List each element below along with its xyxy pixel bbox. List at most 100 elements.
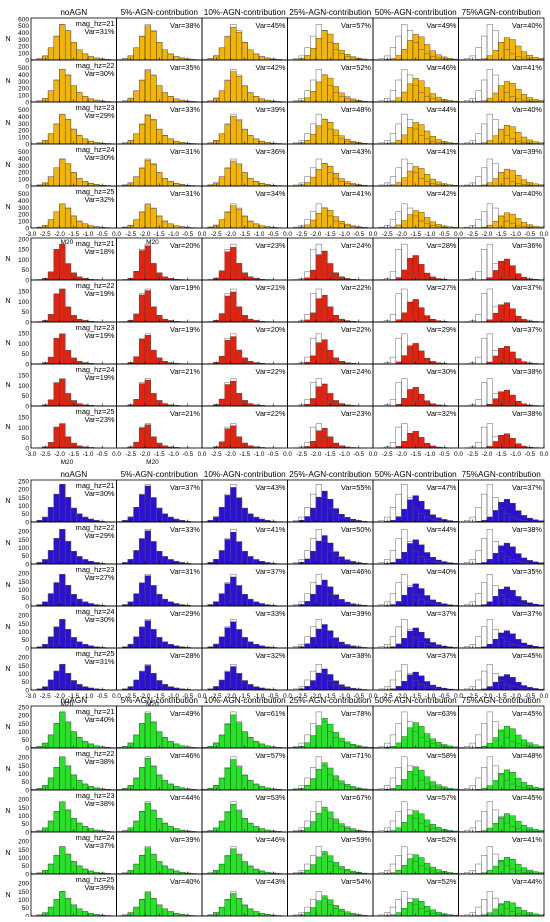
- filled-histogram-bar: [139, 37, 145, 60]
- filled-histogram-bar: [407, 587, 413, 606]
- filled-histogram-bar: [345, 687, 351, 690]
- filled-histogram-bar: [71, 42, 77, 60]
- y-axis-label: N: [5, 382, 10, 389]
- x-tick-label: -1.0: [168, 231, 179, 238]
- y-tick-label: 100: [18, 93, 29, 100]
- filled-histogram-bar: [168, 96, 174, 102]
- reference-histogram-bar: [487, 379, 493, 406]
- y-tick-label: 200: [18, 881, 29, 888]
- variance-label: Var=35%: [170, 63, 200, 72]
- filled-histogram-bar: [333, 905, 339, 916]
- variance-label: Var=40%: [512, 189, 542, 198]
- variance-label: Var=19%: [84, 331, 114, 340]
- y-tick-label: 0: [25, 519, 29, 526]
- y-tick-label: 400: [18, 30, 29, 37]
- filled-histogram-bar: [88, 57, 94, 60]
- x-axis-label: M20: [146, 239, 159, 246]
- filled-histogram-bar: [430, 910, 436, 916]
- filled-histogram-bar: [236, 307, 242, 322]
- filled-histogram-bar: [424, 174, 430, 186]
- filled-histogram-bar: [305, 644, 311, 648]
- filled-histogram-bar: [322, 807, 328, 832]
- filled-histogram-bar: [396, 913, 402, 916]
- filled-histogram-bar: [248, 361, 254, 364]
- variance-label: Var=19%: [84, 289, 114, 298]
- filled-histogram-bar: [174, 561, 180, 564]
- filled-histogram-bar: [493, 179, 499, 186]
- filled-histogram-bar: [402, 865, 408, 874]
- reference-histogram-bar: [481, 855, 487, 874]
- reference-histogram-bar: [476, 864, 482, 874]
- x-tick-label: -0.5: [268, 451, 279, 458]
- filled-histogram-bar: [436, 97, 442, 102]
- variance-label: Var=38%: [170, 21, 200, 30]
- filled-histogram-bar: [168, 912, 174, 916]
- filled-histogram-bar: [322, 580, 328, 606]
- y-tick-label: 50: [22, 511, 30, 518]
- filled-histogram-bar: [316, 255, 322, 280]
- filled-histogram-bar: [77, 514, 83, 522]
- y-tick-label: 50: [22, 779, 30, 786]
- filled-histogram-bar: [259, 561, 265, 564]
- filled-histogram-bar: [305, 686, 311, 690]
- x-tick-label: -1.0: [254, 451, 265, 458]
- filled-histogram-bar: [402, 270, 408, 280]
- filled-histogram-bar: [521, 643, 527, 648]
- column-title: 75%AGN-contribution: [462, 696, 542, 705]
- filled-histogram-bar: [510, 395, 516, 406]
- filled-histogram-bar: [54, 627, 60, 648]
- filled-histogram-bar: [487, 559, 493, 564]
- reference-histogram-bar: [390, 177, 396, 186]
- variance-label: Var=39%: [341, 609, 371, 618]
- filled-histogram-bar: [134, 637, 140, 648]
- filled-histogram-bar: [310, 91, 316, 102]
- filled-histogram-bar: [436, 224, 442, 228]
- column-title: 25%-AGN-contribution: [289, 696, 371, 705]
- filled-histogram-bar: [253, 517, 259, 522]
- filled-histogram-bar: [305, 870, 311, 874]
- filled-histogram-bar: [396, 601, 402, 606]
- filled-histogram-bar: [253, 644, 259, 648]
- filled-histogram-bar: [413, 34, 419, 60]
- filled-histogram-bar: [253, 224, 259, 228]
- filled-histogram-bar: [396, 743, 402, 748]
- variance-label: Var=46%: [255, 835, 285, 844]
- x-tick-label: -0.5: [439, 231, 450, 238]
- filled-histogram-bar: [339, 178, 345, 186]
- filled-histogram-bar: [430, 136, 436, 144]
- filled-histogram-bar: [510, 214, 516, 228]
- filled-histogram-bar: [407, 215, 413, 228]
- variance-label: Var=31%: [170, 567, 200, 576]
- filled-histogram-bar: [510, 634, 516, 648]
- x-tick-label: -0.5: [524, 231, 535, 238]
- filled-histogram-bar: [219, 314, 225, 322]
- filled-histogram-bar: [419, 351, 425, 364]
- filled-histogram-bar: [419, 501, 425, 522]
- filled-histogram-bar: [345, 560, 351, 564]
- reference-histogram-bar: [481, 249, 487, 280]
- filled-histogram-bar: [54, 383, 60, 406]
- filled-histogram-bar: [407, 84, 413, 102]
- filled-histogram-bar: [259, 786, 265, 790]
- x-tick-label: -2.0: [225, 451, 236, 458]
- filled-histogram-bar: [316, 387, 322, 406]
- filled-histogram-bar: [510, 729, 516, 748]
- filled-histogram-bar: [54, 671, 60, 690]
- variance-label: Var=23%: [255, 241, 285, 250]
- filled-histogram-bar: [504, 169, 510, 186]
- filled-histogram-bar: [487, 56, 493, 60]
- filled-histogram-bar: [327, 34, 333, 60]
- x-tick-label: -1.5: [154, 451, 165, 458]
- filled-histogram-bar: [168, 517, 174, 522]
- filled-histogram-bar: [231, 27, 237, 60]
- filled-histogram-bar: [521, 558, 527, 564]
- filled-histogram-bar: [430, 867, 436, 874]
- variance-label: Var=22%: [255, 367, 285, 376]
- filled-histogram-bar: [310, 594, 316, 606]
- filled-histogram-bar: [413, 211, 419, 228]
- x-tick-label: -0.5: [524, 451, 535, 458]
- filled-histogram-bar: [316, 431, 322, 448]
- x-tick-label: -1.5: [68, 451, 79, 458]
- filled-histogram-bar: [407, 258, 413, 280]
